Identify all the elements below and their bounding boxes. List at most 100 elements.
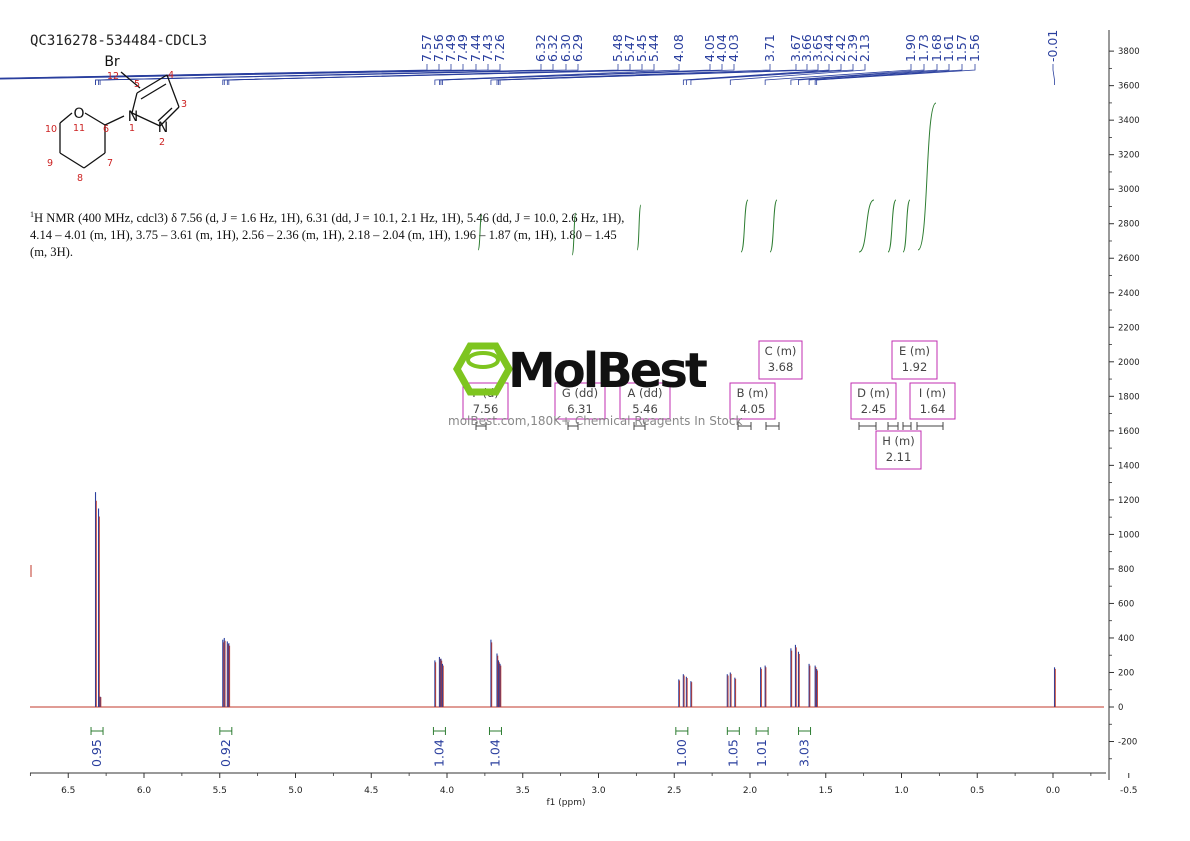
- peak-label-13: 5.45: [634, 34, 649, 62]
- x-tick-label-19: 3.5: [516, 786, 530, 796]
- integration-value-8: 3.03: [797, 739, 812, 767]
- multiplet-box-7: [909, 382, 956, 420]
- structure-bond-6: [104, 115, 125, 126]
- y-tick-label-10: 1800: [1118, 392, 1140, 402]
- x-tick-label-24: 1.0: [894, 786, 909, 796]
- structure-atom-0: Br: [104, 54, 120, 70]
- y-tick-label-15: 800: [1118, 565, 1134, 575]
- integration-value-4: 1.04: [487, 739, 502, 767]
- peak-leader-22: [499, 64, 819, 85]
- y-tick-label-5: 2800: [1118, 220, 1140, 230]
- peak-leader-31: [814, 64, 963, 85]
- x-tick-label-15: 5.5: [213, 786, 227, 796]
- peak-leader-26: [729, 64, 866, 85]
- nucleus-superscript: 1: [30, 210, 34, 219]
- x-tick-label-23: 1.5: [819, 786, 833, 796]
- structure-atom-number-5: 2: [159, 137, 165, 148]
- integral-curve-0: [477, 214, 483, 251]
- peak-label-32: 1.56: [967, 34, 982, 62]
- peak-label-16: 4.05: [702, 34, 717, 62]
- peak-label-14: 5.44: [646, 34, 661, 62]
- chemical-structure: [59, 71, 180, 169]
- structure-atom-number-6: 6: [103, 124, 109, 135]
- structure-double-bond-1: [140, 83, 167, 100]
- y-tick-label-3: 3200: [1118, 151, 1140, 161]
- structure-atom-number-0: 12: [107, 71, 119, 82]
- x-tick-label-17: 4.5: [364, 786, 378, 796]
- structure-atom-number-9: 9: [47, 158, 53, 169]
- peak-label-20: 3.67: [788, 34, 803, 62]
- y-tick-label-19: 0: [1118, 703, 1123, 713]
- peak-label-12: 5.47: [622, 34, 637, 62]
- integral-curve-6: [887, 199, 897, 253]
- integral-curve-2: [636, 204, 642, 251]
- y-tick-label-8: 2200: [1118, 323, 1140, 333]
- y-tick-label-17: 400: [1118, 634, 1134, 644]
- multiplet-shift-7: 1.64: [920, 402, 946, 416]
- integration-value-6: 1.05: [725, 739, 740, 767]
- multiplet-box-3: [729, 382, 776, 420]
- multiplet-label-5: D (m): [857, 386, 890, 400]
- multiplet-shift-1: 6.31: [567, 402, 593, 416]
- multiplet-box-2: [619, 382, 671, 420]
- x-tick-label-26: 0.0: [1046, 786, 1061, 796]
- multiplet-shift-4: 3.68: [768, 360, 794, 374]
- peak-label-23: 2.44: [821, 34, 836, 62]
- multiplet-label-8: H (m): [882, 434, 914, 448]
- x-tick-label-22: 2.0: [743, 786, 758, 796]
- peak-leader-19: [490, 64, 771, 85]
- y-tick-label-11: 1600: [1118, 427, 1140, 437]
- multiplet-box-4: [758, 340, 803, 380]
- multiplet-box-0: [462, 382, 509, 420]
- x-tick-label-13: 6.5: [61, 786, 75, 796]
- peak-label-27: 1.90: [903, 34, 918, 62]
- structure-bond-2: [166, 74, 180, 108]
- logo-inner-ring: [466, 351, 500, 369]
- peak-label-30: 1.61: [941, 34, 956, 62]
- structure-atom-number-3: 3: [181, 99, 187, 110]
- structure-atom-3: N: [158, 120, 168, 136]
- structure-double-bond-2: [157, 107, 173, 122]
- integration-value-1: 0.95: [89, 739, 104, 767]
- structure-bond-8: [59, 112, 73, 124]
- peak-label-33: -0.01: [1045, 30, 1060, 62]
- y-tick-label-7: 2400: [1118, 289, 1140, 299]
- peak-label-5: 7.43: [480, 34, 495, 62]
- peak-label-21: 3.66: [799, 34, 814, 62]
- structure-bond-11: [83, 152, 106, 169]
- y-tick-label-20: -200: [1118, 738, 1137, 748]
- peak-leader-11: [222, 64, 619, 85]
- nmr-description: 1H NMR (400 MHz, cdcl3) δ 7.56 (d, J = 1…: [30, 206, 630, 261]
- multiplet-label-7: I (m): [919, 386, 946, 400]
- structure-bond-4: [131, 112, 161, 127]
- multiplet-box-5: [850, 382, 897, 420]
- structure-bond-5: [131, 92, 138, 114]
- integral-curve-3: [740, 199, 749, 253]
- peak-leader-6: [0, 64, 501, 80]
- structure-atom-number-1: 5: [134, 79, 140, 90]
- x-tick-label-21: 2.5: [667, 786, 681, 796]
- peak-label-29: 1.68: [929, 34, 944, 62]
- y-tick-label-1: 3600: [1118, 82, 1140, 92]
- structure-atom-2: N: [128, 109, 138, 125]
- sample-id: QC316278-534484-CDCL3: [30, 33, 208, 49]
- structure-atom-number-11: 7: [107, 158, 113, 169]
- peak-label-11: 5.48: [610, 34, 625, 62]
- integral-curve-8: [917, 102, 937, 251]
- multiplet-shift-2: 5.46: [632, 402, 658, 416]
- y-tick-label-12: 1400: [1118, 461, 1140, 471]
- integration-value-3: 1.04: [431, 739, 446, 767]
- multiplet-shift-5: 2.45: [861, 402, 887, 416]
- integration-value-2: 0.92: [218, 739, 233, 767]
- peak-leader-25: [690, 64, 854, 85]
- peak-label-28: 1.73: [916, 34, 931, 62]
- x-axis-label: f1 (ppm): [547, 798, 586, 808]
- integral-curve-1: [571, 212, 577, 256]
- peak-leader-29: [798, 64, 938, 85]
- multiplet-label-1: G (dd): [562, 386, 598, 400]
- integral-curve-4: [769, 199, 778, 253]
- peak-leader-14: [228, 64, 655, 85]
- peak-leader-18: [442, 64, 735, 85]
- y-tick-label-4: 3000: [1118, 185, 1140, 195]
- peak-label-31: 1.57: [954, 34, 969, 62]
